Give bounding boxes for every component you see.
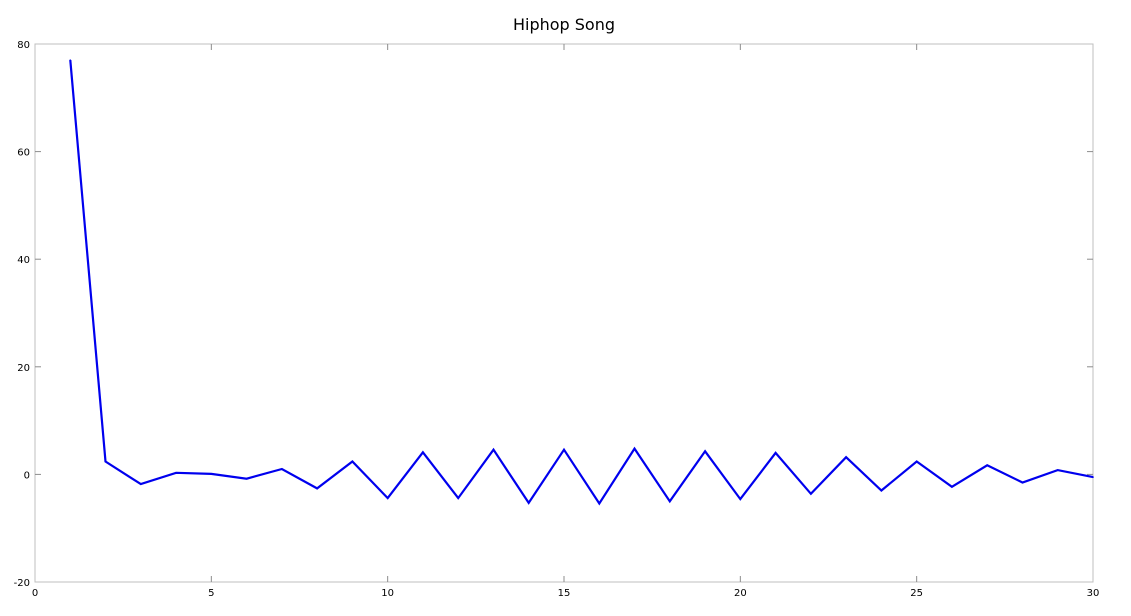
data-point [774,452,777,454]
data-point [845,456,847,458]
y-tick-label: -20 [14,578,30,589]
data-point [245,477,248,480]
data-point [669,500,671,503]
data-point [986,464,988,467]
data-point [1056,469,1059,471]
x-tick-label: 25 [910,588,923,599]
data-point [210,473,213,475]
data-point [316,487,318,490]
x-tick-label: 5 [208,588,214,599]
y-tick-label: 80 [17,40,30,51]
data-point [351,460,354,463]
data-point [104,460,107,463]
chart-title: Hiphop Song [513,15,615,34]
data-point [386,497,389,499]
data-point [810,492,812,495]
data-point [492,448,495,451]
data-point [69,59,72,61]
data-point [1021,481,1024,484]
data-point [880,489,883,492]
data-point [140,483,142,485]
series-layer [69,59,1094,506]
data-point [598,502,601,505]
data-point [281,468,283,470]
x-tick-label: 10 [381,588,394,599]
plot-area-frame [34,43,1094,583]
data-point [422,451,424,454]
data-point [527,502,530,504]
data-point [915,460,918,463]
data-point [1092,476,1094,478]
data-point [563,448,565,451]
data-point [633,447,636,450]
y-tick-label: 60 [17,148,30,159]
data-point [457,497,460,499]
y-tick-label: 40 [17,255,30,266]
y-axis: -20 0 20 40 60 80 [14,40,1093,589]
x-tick-label: 30 [1087,588,1100,599]
data-point [175,471,177,474]
data-point [704,450,706,453]
x-tick-label: 15 [558,588,571,599]
x-axis: 0 5 10 15 20 25 30 [32,44,1100,599]
y-tick-label: 0 [24,470,30,481]
x-tick-label: 0 [32,588,38,599]
x-tick-label: 20 [734,588,747,599]
y-tick-label: 20 [17,363,30,374]
series-line [69,60,1094,506]
data-point [739,498,742,500]
data-point [951,485,953,488]
